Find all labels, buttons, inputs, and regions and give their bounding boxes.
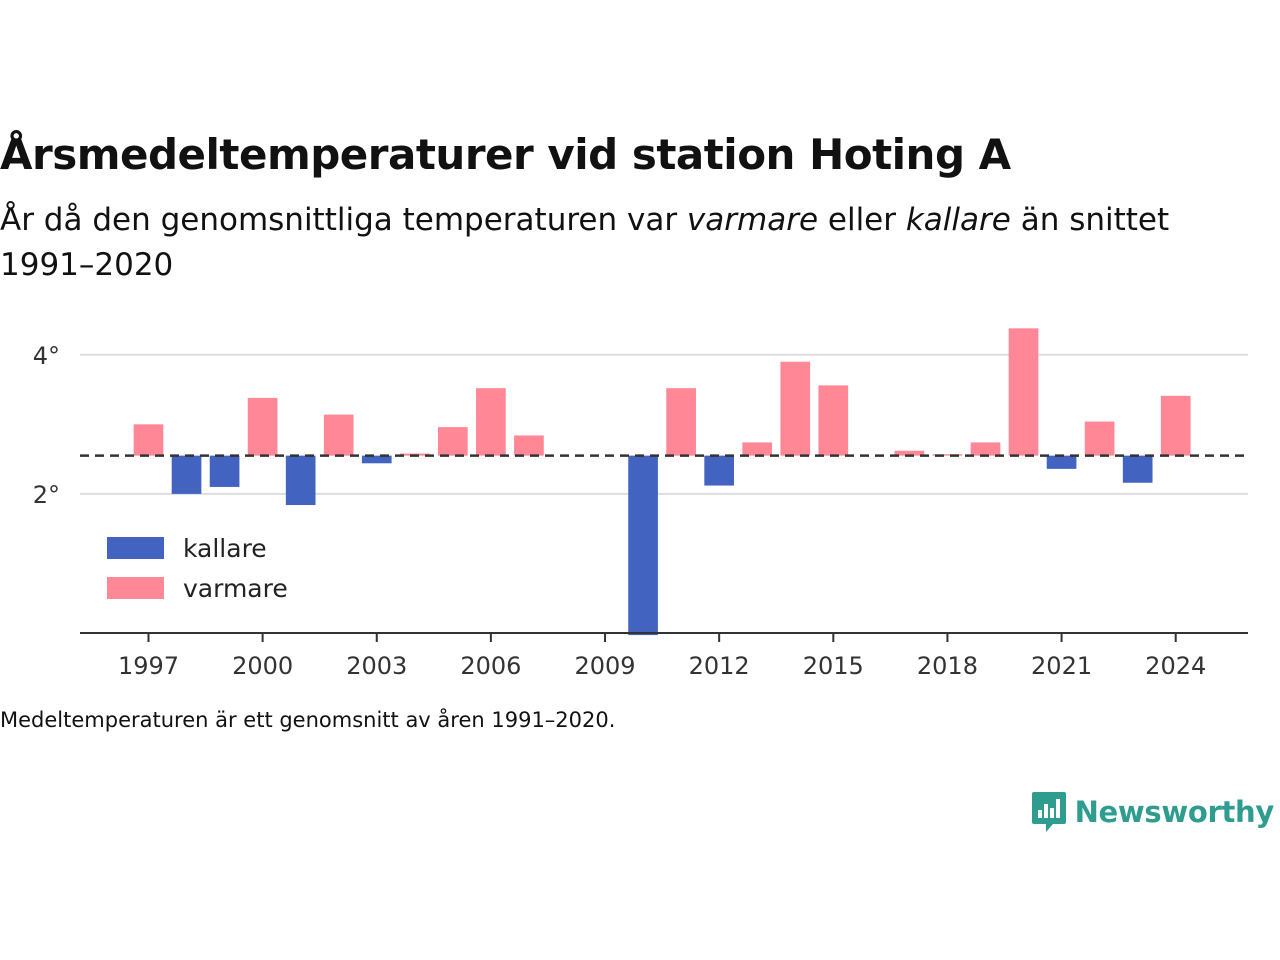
x-tick-label: 2024 — [1145, 652, 1206, 680]
newsworthy-logo-icon — [1031, 792, 1066, 832]
y-tick-label: 4° — [33, 342, 60, 370]
x-tick-label: 1997 — [118, 652, 179, 680]
y-tick-label: 2° — [33, 481, 60, 509]
bar-2021 — [1046, 455, 1077, 469]
bar-2012 — [704, 455, 735, 486]
chart-title: Årsmedeltemperaturer vid station Hoting … — [0, 130, 1011, 179]
bar-2013 — [742, 442, 773, 456]
bar-1998 — [171, 455, 202, 494]
x-tick-label: 2000 — [232, 652, 293, 680]
subtitle-cold-word: kallare — [905, 202, 1011, 238]
bar-2011 — [666, 388, 696, 456]
bar-2014 — [780, 361, 811, 456]
legend-swatch-kallare — [107, 537, 164, 559]
bar-2010 — [628, 455, 658, 636]
bar-chart: 2° 4° 1997 2000 2003 2006 2009 2012 2015 2018 2021… — [33, 328, 1248, 680]
bar-2002 — [323, 414, 354, 456]
bar-2019 — [970, 442, 1001, 456]
x-tick-label: 2021 — [1031, 652, 1092, 680]
x-tick-label: 2012 — [689, 652, 750, 680]
legend-label-kallare: kallare — [183, 534, 267, 563]
bar-2003 — [361, 455, 392, 464]
x-tick-label: 2015 — [803, 652, 864, 680]
x-tick-label: 2018 — [917, 652, 978, 680]
subtitle-part-3: än snittet 1991–2020 — [0, 202, 1170, 283]
subtitle-part-2: eller — [818, 202, 906, 238]
bar-2005 — [438, 427, 468, 456]
x-tick-label: 2006 — [460, 652, 521, 680]
x-tick-label: 2009 — [574, 652, 635, 680]
legend-swatch-varmare — [107, 577, 164, 599]
bar-2001 — [285, 455, 316, 506]
bar-2018 — [932, 454, 963, 456]
chart-subtitle: År då den genomsnittliga temperaturen va… — [0, 198, 1200, 288]
footnote: Medeltemperaturen är ett genomsnitt av å… — [0, 708, 616, 732]
bar-2024 — [1160, 395, 1191, 456]
brand-name: Newsworthy — [1074, 795, 1275, 829]
bar-2017 — [894, 450, 925, 456]
bar-2022 — [1084, 421, 1115, 456]
legend-label-varmare: varmare — [183, 574, 288, 603]
bar-2007 — [514, 435, 544, 456]
bar-2000 — [247, 397, 278, 456]
bar-2023 — [1122, 455, 1153, 483]
brand[interactable]: Newsworthy — [1031, 790, 1274, 834]
subtitle-warm-word: varmare — [686, 202, 819, 238]
bar-1997 — [133, 424, 164, 456]
bar-2020 — [1008, 328, 1039, 456]
bar-2015 — [818, 385, 849, 456]
subtitle-part-1: År då den genomsnittliga temperaturen va… — [0, 202, 687, 238]
x-tick-label: 2003 — [346, 652, 407, 680]
bar-2006 — [476, 388, 506, 456]
bar-1999 — [209, 455, 240, 487]
